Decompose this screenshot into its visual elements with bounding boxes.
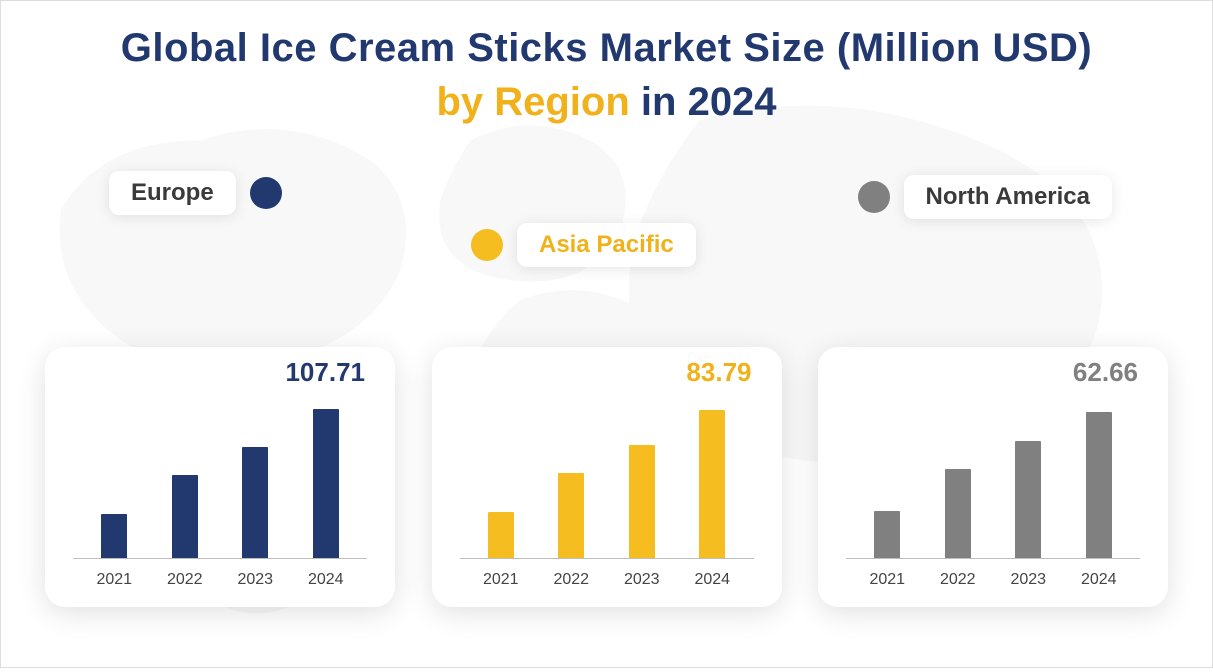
x-tick: 2024: [687, 571, 737, 589]
page-title: Global Ice Cream Sticks Market Size (Mil…: [41, 23, 1172, 127]
chart-north-america-xaxis: 2021 2022 2023 2024: [846, 571, 1140, 589]
chart-asia-pacific-xaxis: 2021 2022 2023 2024: [460, 571, 754, 589]
bar: [242, 447, 268, 558]
x-tick: 2021: [862, 571, 912, 589]
bar: [172, 475, 198, 558]
legend-europe-label: Europe: [109, 171, 236, 215]
legend-europe: Europe: [109, 171, 282, 215]
legend-asia-pacific-dot: [471, 229, 503, 261]
x-tick: 2022: [933, 571, 983, 589]
bar: [1086, 412, 1112, 559]
chart-europe-value: 107.71: [285, 357, 365, 388]
x-tick: 2021: [476, 571, 526, 589]
bar: [945, 469, 971, 558]
chart-asia-pacific-plot: [460, 399, 754, 559]
bar: [558, 473, 584, 558]
legend-north-america: North America: [858, 175, 1112, 219]
bar: [101, 514, 127, 558]
x-tick: 2023: [617, 571, 667, 589]
chart-card-europe: 107.71 2021 2022 2023 2024: [45, 347, 395, 607]
x-tick: 2023: [230, 571, 280, 589]
x-tick: 2022: [160, 571, 210, 589]
chart-card-asia-pacific: 83.79 2021 2022 2023 2024: [432, 347, 782, 607]
legend-asia-pacific: Asia Pacific: [471, 223, 696, 267]
chart-north-america-value: 62.66: [1073, 357, 1138, 388]
x-tick: 2022: [546, 571, 596, 589]
charts-row: 107.71 2021202220232024 83.79 2021202220…: [1, 347, 1212, 607]
title-by-region: by Region: [436, 80, 629, 124]
chart-asia-pacific-value: 83.79: [686, 357, 751, 388]
legend-north-america-dot: [858, 181, 890, 213]
chart-europe-plot: [73, 399, 367, 559]
bar: [874, 511, 900, 558]
bar: [313, 409, 339, 558]
chart-europe-xaxis: 2021 2022 2023 2024: [73, 571, 367, 589]
x-tick: 2021: [89, 571, 139, 589]
chart-north-america-plot: [846, 399, 1140, 559]
legend-europe-dot: [250, 177, 282, 209]
bar: [629, 445, 655, 558]
chart-card-north-america: 62.66 2021 2022 2023 2024: [818, 347, 1168, 607]
x-tick: 2023: [1003, 571, 1053, 589]
legend-north-america-label: North America: [904, 175, 1112, 219]
bar: [699, 410, 725, 558]
bar: [488, 512, 514, 558]
title-in-year: in 2024: [641, 80, 777, 124]
x-tick: 2024: [1074, 571, 1124, 589]
x-tick: 2024: [301, 571, 351, 589]
bar: [1015, 441, 1041, 558]
title-line1: Global Ice Cream Sticks Market Size (Mil…: [121, 26, 1092, 70]
legend-row: Europe Asia Pacific North America: [1, 171, 1212, 291]
legend-asia-pacific-label: Asia Pacific: [517, 223, 696, 267]
